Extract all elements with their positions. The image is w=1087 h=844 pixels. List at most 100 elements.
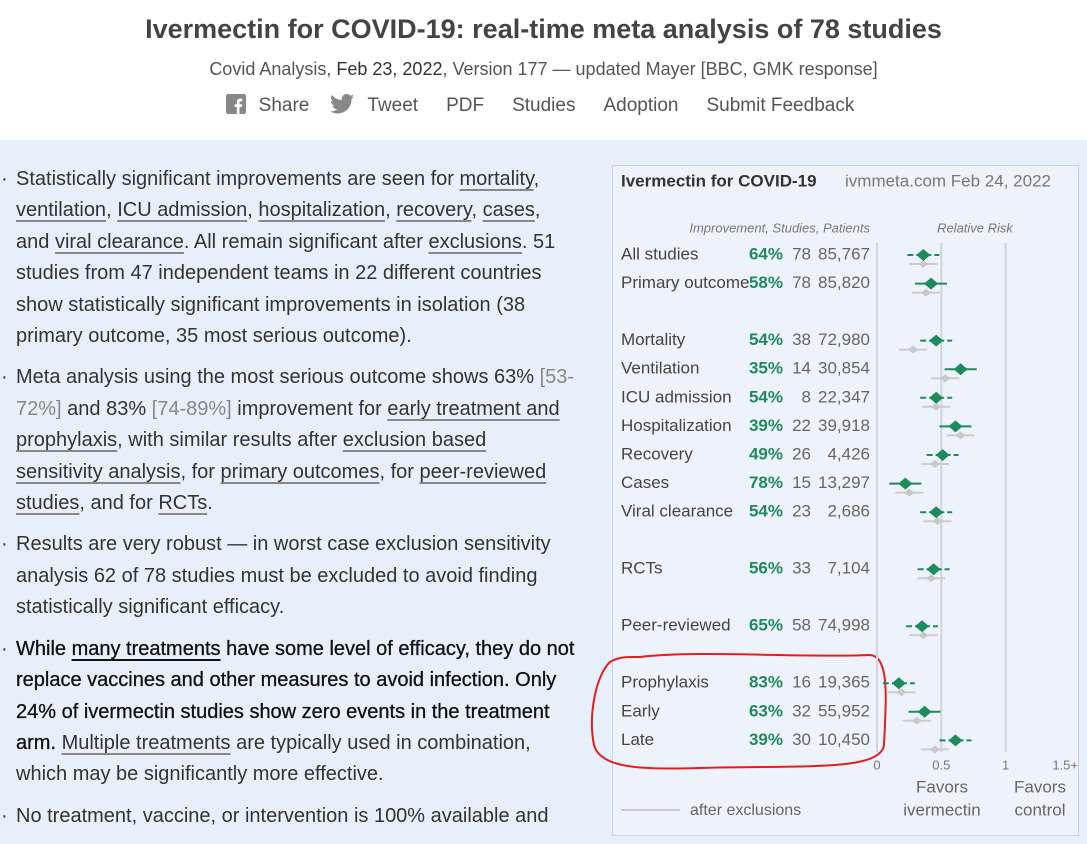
link[interactable]: RCTs — [158, 492, 208, 515]
excl-marker — [908, 345, 919, 354]
studies: 33 — [792, 559, 811, 578]
text: , — [385, 199, 397, 222]
text: . All remain significant after — [183, 230, 429, 253]
improvement: 54% — [749, 387, 783, 406]
patients: 39,918 — [818, 416, 870, 435]
nav-item[interactable]: Tweet — [330, 94, 425, 116]
row-label: Primary outcome — [621, 273, 749, 292]
bullet-list: Statistically significant improvements a… — [0, 164, 575, 833]
favors-right: control — [1014, 800, 1065, 819]
byline-part: Covid Analysis, — [209, 59, 337, 79]
text: , and for — [79, 492, 159, 515]
excl-marker — [929, 460, 940, 468]
rr-diamond — [935, 449, 950, 461]
x-tick-label: 0.5 — [932, 757, 950, 772]
column-header: Improvement, Studies, Patients — [689, 220, 870, 235]
improvement: 39% — [749, 730, 783, 749]
row-label: Mortality — [621, 330, 686, 349]
page-title: Ivermectin for COVID-19: real-time meta … — [145, 14, 942, 44]
improvement: 78% — [749, 473, 783, 492]
text: , for — [379, 460, 420, 483]
text: Meta analysis using the most serious out… — [16, 366, 540, 389]
x-tick-label: 0 — [873, 757, 880, 772]
improvement: 56% — [749, 559, 783, 578]
text: While — [16, 637, 72, 660]
highlight-annotation — [591, 653, 887, 770]
improvement: 58% — [749, 273, 783, 292]
nav-item[interactable]: PDF — [439, 95, 491, 116]
link[interactable]: early treatment and prophylaxis — [16, 397, 560, 452]
link[interactable]: mortality — [459, 168, 534, 190]
x-tick-label: 1 — [1002, 757, 1009, 772]
link[interactable]: recovery — [396, 199, 472, 222]
link[interactable]: ICU admission — [117, 199, 248, 222]
row-label: Viral clearance — [621, 502, 733, 521]
patients: 22,347 — [818, 387, 870, 406]
text: and 83% — [61, 397, 152, 420]
link[interactable]: hospitalization — [258, 199, 386, 222]
studies: 8 — [802, 387, 811, 406]
row-label: Prophylaxis — [621, 673, 709, 692]
studies: 15 — [792, 473, 811, 492]
link[interactable]: many treatments — [71, 637, 221, 660]
bullet: No treatment, vaccine, or intervention i… — [1, 801, 575, 833]
link[interactable]: viral clearance — [54, 230, 184, 253]
excl-marker — [911, 716, 922, 725]
row-label: Cases — [621, 473, 669, 492]
studies: 16 — [792, 673, 811, 692]
studies: 23 — [792, 502, 811, 521]
rr-diamond — [929, 334, 944, 347]
row-label: Recovery — [621, 444, 693, 463]
studies: 78 — [792, 273, 811, 292]
bullet: Results are very robust — in worst case … — [1, 529, 575, 623]
rr-diamond — [916, 249, 931, 261]
improvement: 49% — [749, 444, 783, 463]
nav-item[interactable]: Adoption — [596, 95, 685, 116]
link[interactable]: peer-reviewed studies — [16, 460, 547, 515]
patients: 74,998 — [818, 616, 870, 635]
rr-diamond — [953, 363, 968, 376]
patients: 4,426 — [827, 444, 870, 463]
nav-item[interactable]: Studies — [505, 95, 582, 116]
improvement: 63% — [749, 701, 783, 720]
nav-label: PDF — [446, 95, 485, 116]
link[interactable]: cases — [482, 199, 535, 222]
nav-label: Tweet — [367, 95, 419, 116]
improvement: 39% — [749, 416, 783, 435]
nav-item[interactable]: Submit Feedback — [699, 95, 861, 116]
panel — [612, 165, 1079, 836]
patients: 30,854 — [818, 359, 870, 378]
link[interactable]: primary outcomes — [220, 460, 380, 483]
panel-source: ivmmeta.com Feb 24, 2022 — [845, 171, 1051, 190]
byline-part: Feb 23, 2022 — [336, 59, 443, 79]
text: improvement for — [231, 397, 388, 420]
patients: 85,820 — [818, 273, 870, 292]
row-label: Hospitalization — [621, 416, 732, 435]
text: No treatment, vaccine, or intervention i… — [16, 804, 549, 827]
row-label: RCTs — [621, 559, 663, 578]
link[interactable]: Multiple treatments — [61, 731, 231, 754]
improvement: 83% — [749, 673, 783, 692]
nav-label: Submit Feedback — [706, 95, 855, 116]
header: Ivermectin for COVID-19: real-time meta … — [0, 0, 1087, 140]
link[interactable]: exclusions — [428, 230, 522, 253]
link[interactable]: ventilation — [16, 199, 107, 222]
excl-marker — [955, 431, 966, 440]
studies: 32 — [792, 701, 811, 720]
favors-left: ivermectin — [903, 800, 980, 819]
row-label: Early — [621, 701, 660, 720]
rr-diamond — [924, 277, 939, 290]
studies: 26 — [792, 444, 811, 463]
text: have some level of efficacy, they do not… — [16, 637, 575, 755]
rr-diamond — [926, 563, 941, 576]
panel-title: Ivermectin for COVID-19 — [621, 171, 817, 190]
excl-marker — [918, 631, 929, 640]
rr-header: Relative Risk — [937, 220, 1014, 235]
rr-diamond — [917, 705, 932, 718]
link[interactable]: exclusion based sensitivity analysis — [16, 429, 487, 483]
studies: 30 — [792, 730, 811, 749]
nav-item[interactable]: Share — [225, 94, 317, 116]
text: . — [207, 492, 213, 515]
